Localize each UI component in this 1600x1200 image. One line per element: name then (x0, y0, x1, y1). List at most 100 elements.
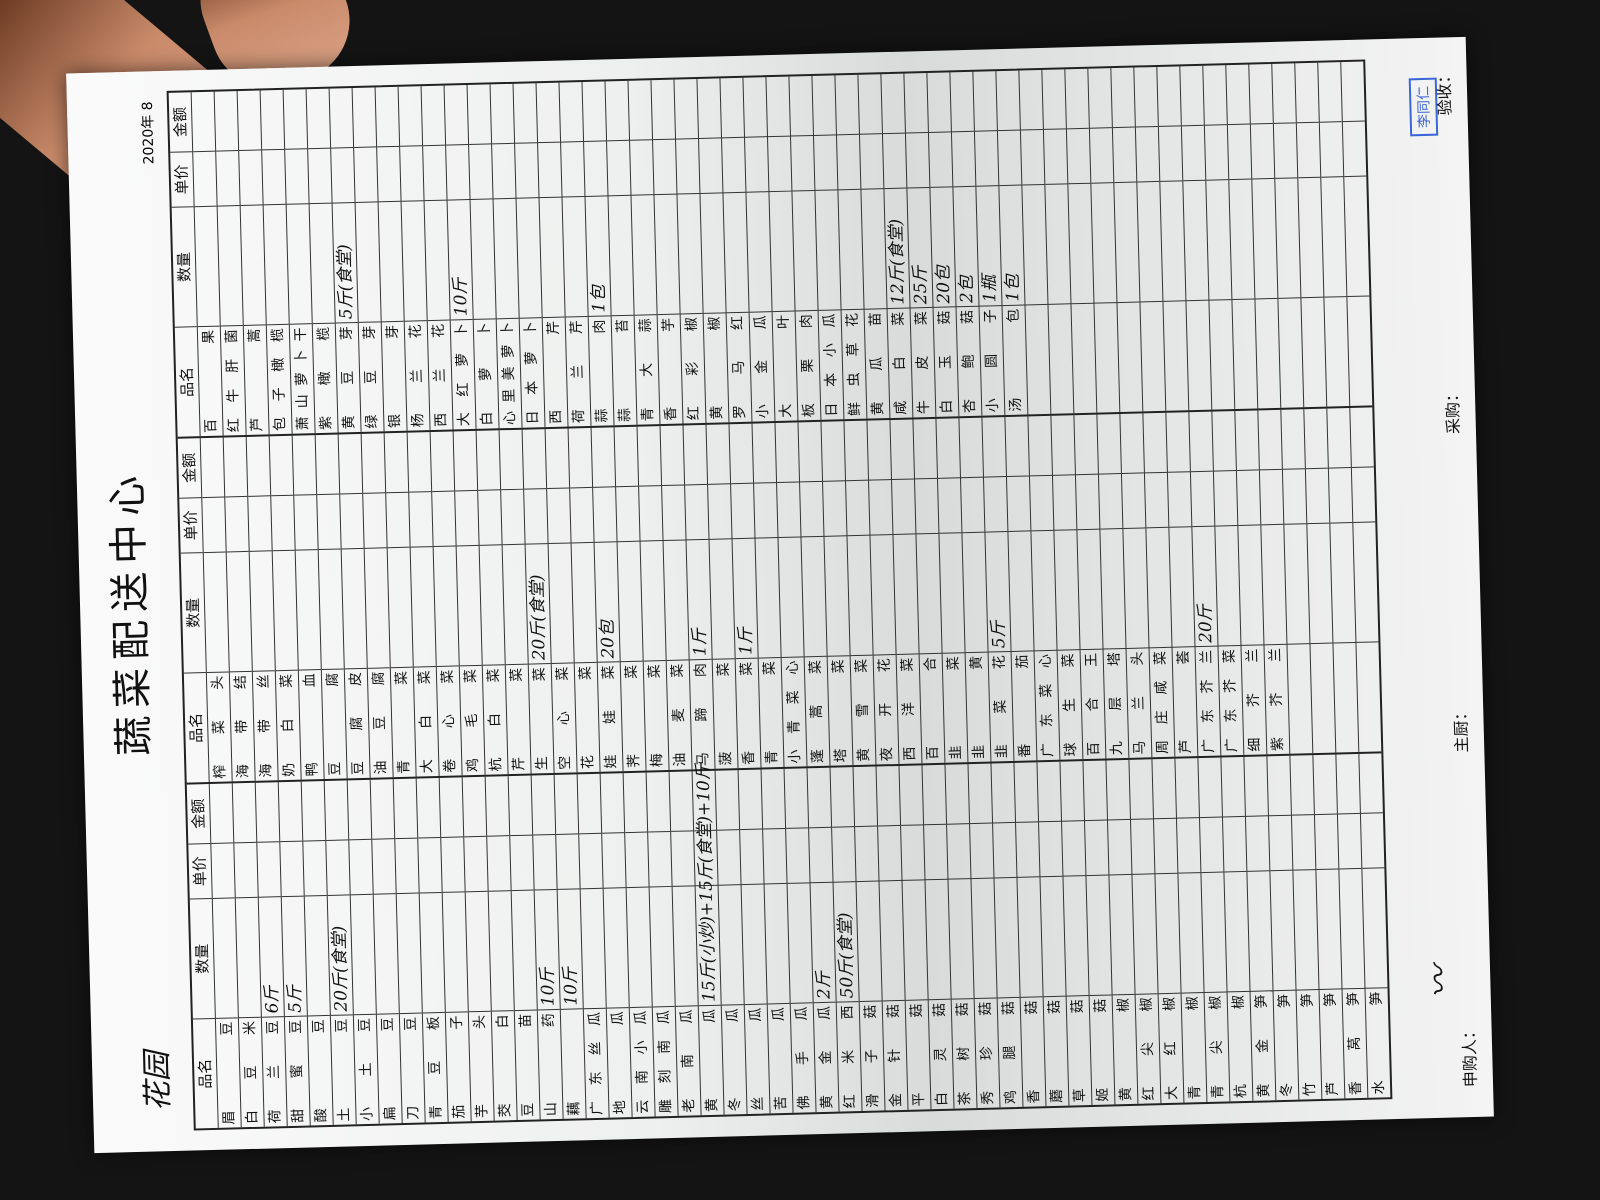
item-unit-price (699, 137, 723, 193)
item-quantity (654, 193, 680, 315)
item-quantity (939, 532, 965, 653)
item-quantity (1321, 176, 1347, 297)
item-name: 日本萝卜 (519, 317, 545, 428)
item-quantity (1298, 176, 1324, 298)
item-amount (1014, 762, 1038, 822)
item-unit-price (331, 147, 355, 203)
item-quantity (700, 192, 726, 313)
item-amount (284, 89, 308, 149)
item-amount (1060, 761, 1084, 821)
item-amount (583, 81, 607, 141)
item-name: 豆腐 (321, 668, 347, 779)
item-unit-price (409, 491, 433, 547)
item-unit-price (1006, 475, 1031, 531)
column-header: 数量 (180, 552, 206, 673)
item-name: 黄瓜苗 (864, 308, 890, 419)
item-name: 生菜 (528, 663, 554, 774)
item-unit-price (951, 130, 976, 187)
item-quantity (861, 188, 887, 309)
item-amount (1019, 70, 1043, 130)
item-quantity (746, 191, 772, 312)
item-amount (789, 76, 813, 136)
item-unit-price (914, 477, 939, 534)
item-quantity (1229, 178, 1255, 300)
item-unit-price (616, 485, 640, 542)
item-unit-price (1043, 128, 1068, 184)
item-name: 马兰头 (1126, 647, 1152, 758)
item-amount (1129, 759, 1153, 819)
item-amount (1341, 62, 1365, 122)
item-unit-price (744, 136, 769, 192)
item-quantity (470, 198, 496, 319)
item-name: 白灵菇 (928, 998, 954, 1110)
item-quantity (603, 887, 629, 1008)
item-name: 娃娃菜 (597, 661, 623, 772)
item-name: 花菜 (574, 661, 600, 773)
item-quantity: 20斤(食堂) (525, 543, 551, 664)
item-name: 西兰花 (427, 319, 453, 431)
item-unit-price (1176, 817, 1201, 873)
item-unit-price (538, 141, 562, 198)
item-amount (431, 432, 455, 492)
item-unit-price (786, 827, 810, 883)
item-unit-price (1084, 819, 1109, 876)
item-unit-price (1314, 813, 1339, 870)
item-unit-price (653, 138, 677, 195)
item-quantity (1293, 869, 1319, 990)
inspector-label: 验收： (1434, 67, 1455, 116)
item-unit-price (363, 492, 387, 548)
item-amount (353, 87, 377, 147)
item-name: 黄椒 (703, 312, 729, 423)
item-amount (730, 424, 754, 484)
item-amount (923, 765, 947, 825)
item-amount (1272, 63, 1296, 123)
item-unit-price (970, 822, 994, 879)
item-unit-price (285, 148, 309, 204)
item-quantity (902, 879, 928, 1000)
column-header: 单价 (179, 497, 203, 553)
item-unit-price (593, 486, 617, 542)
item-quantity (240, 204, 266, 325)
item-amount (224, 437, 248, 497)
item-name: 酸豆 (307, 1014, 333, 1126)
item-unit-price (1020, 128, 1045, 185)
item-name: 白萝卜 (473, 318, 499, 429)
item-name: 紫橄榄 (312, 322, 338, 434)
item-amount (422, 86, 446, 146)
item-unit-price (446, 144, 470, 200)
item-unit-price (630, 139, 654, 195)
item-quantity (631, 194, 657, 315)
item-amount (858, 74, 882, 134)
item-name: 香莴笋 (1342, 987, 1368, 1099)
item-name (1025, 303, 1051, 415)
item-quantity (424, 199, 450, 321)
item-name: 竹笋 (1296, 989, 1322, 1100)
item-amount (302, 781, 326, 841)
item-name: 蓬蒿菜 (804, 655, 830, 767)
item-amount (996, 71, 1020, 131)
item-name: 香芋 (657, 313, 683, 425)
item-unit-price (524, 488, 548, 544)
item-amount (468, 84, 492, 144)
item-quantity: 12斤(食堂) (884, 187, 910, 309)
item-name: 滑子菇 (859, 1000, 885, 1112)
item-unit-price (1016, 821, 1040, 877)
item-quantity: 5斤 (985, 531, 1011, 652)
item-quantity (364, 547, 390, 668)
item-amount (1097, 414, 1121, 474)
item-unit-price (1121, 472, 1146, 528)
item-unit-price (515, 142, 539, 198)
item-quantity (916, 532, 942, 654)
item-name: 鸭血 (298, 669, 324, 780)
item-name (1209, 299, 1235, 410)
item-unit-price (708, 483, 732, 539)
item-unit-price (354, 146, 378, 202)
item-name: 豆腐皮 (344, 667, 370, 779)
item-name: 咸白菜 (887, 307, 913, 419)
item-name: 西芹 (542, 316, 568, 428)
item-unit-price (1296, 121, 1321, 178)
column-header: 单价 (170, 151, 194, 207)
item-name: 红尖椒 (1135, 993, 1161, 1104)
item-name: 番茄 (1011, 650, 1037, 761)
item-quantity (1109, 873, 1135, 995)
